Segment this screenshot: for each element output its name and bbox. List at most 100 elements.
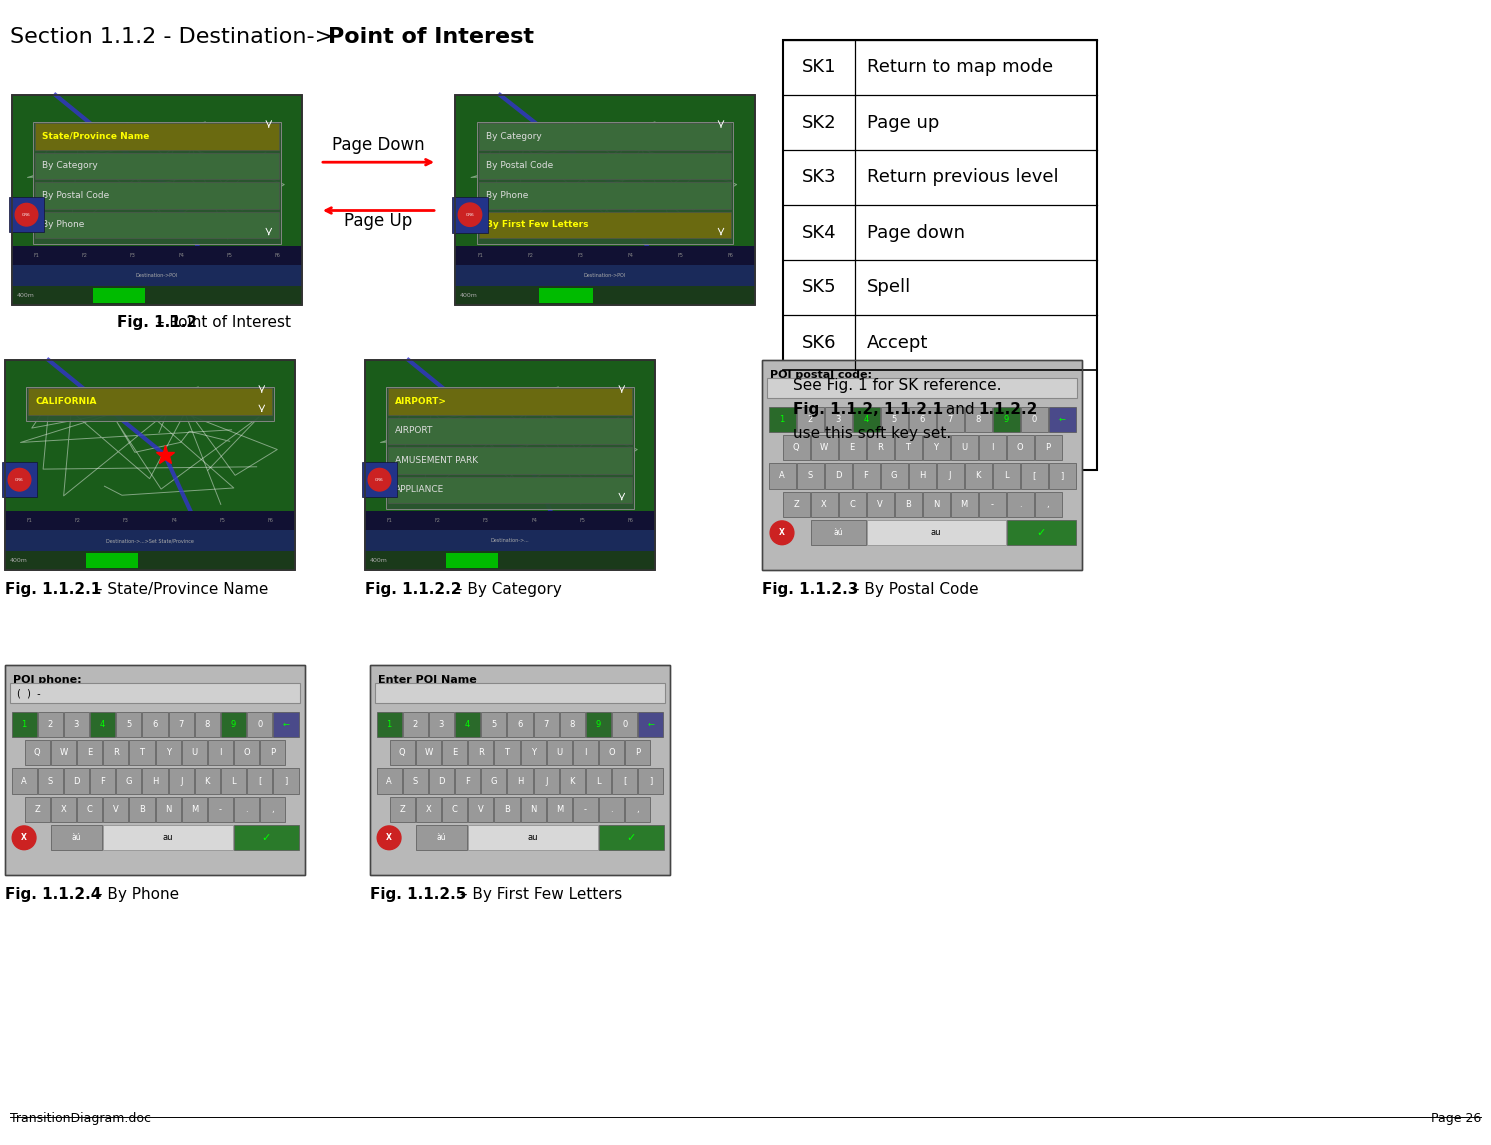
Bar [923,491,950,518]
Bar [866,520,1005,545]
Circle shape [7,468,31,491]
Bar [441,740,467,765]
Text: J: J [948,472,951,481]
Text: 9: 9 [1003,414,1008,424]
Text: D: D [73,776,79,785]
Bar [599,797,625,822]
Bar [248,711,273,737]
Bar [950,435,978,460]
Text: 3: 3 [73,720,79,728]
Bar [923,435,950,460]
Bar [143,768,167,793]
Text: APPLIANCE: APPLIANCE [395,485,444,495]
Text: P: P [635,748,640,757]
Bar [78,740,103,765]
Text: F2: F2 [526,253,532,258]
Text: H: H [517,776,523,785]
Bar [520,797,546,822]
Text: R: R [877,443,883,452]
Circle shape [12,826,36,850]
Bar [416,740,441,765]
Text: Page down: Page down [866,223,965,242]
Text: Page Up: Page Up [344,213,413,230]
Bar [599,740,625,765]
Bar [783,435,810,460]
Text: 8: 8 [975,414,981,424]
Text: GR6: GR6 [465,213,474,216]
Bar [507,711,532,737]
Bar [78,797,103,822]
Text: 1: 1 [21,720,27,728]
Bar [51,797,76,822]
Bar [613,711,637,737]
Text: X: X [21,834,27,843]
Bar [625,740,650,765]
Bar [965,406,992,432]
Text: F: F [100,776,104,785]
Text: By Postal Code: By Postal Code [42,191,109,199]
Bar [796,406,823,432]
Bar [416,797,441,822]
Bar [370,665,669,875]
Bar [507,768,532,793]
Bar [36,152,279,179]
Text: TransitionDiagram.doc: TransitionDiagram.doc [10,1112,151,1126]
Bar [766,378,1077,398]
Bar [993,464,1020,489]
Bar [1006,435,1033,460]
Text: H: H [152,776,158,785]
Bar [130,740,155,765]
Text: D: D [835,472,841,481]
Text: SK2: SK2 [802,113,836,132]
Bar [441,797,467,822]
Bar [24,797,49,822]
Text: Section 1.1.2 - Destination->: Section 1.1.2 - Destination-> [10,27,334,47]
Text: ←: ← [1059,414,1066,424]
Text: SK4: SK4 [802,223,836,242]
Text: E: E [850,443,854,452]
Text: Point of Interest: Point of Interest [328,27,534,47]
Text: W: W [60,748,67,757]
Text: ✓: ✓ [261,832,271,843]
Text: – By Category: – By Category [450,582,562,597]
Bar [908,406,935,432]
Text: 400m: 400m [16,293,34,298]
Bar [455,266,754,286]
Bar [234,826,298,851]
Bar [468,797,494,822]
Text: B: B [504,805,510,814]
Text: 7: 7 [544,720,549,728]
Text: -: - [584,805,587,814]
Bar [389,740,414,765]
Bar [89,768,115,793]
Bar [4,511,295,530]
Text: N: N [529,805,537,814]
Text: ✓: ✓ [626,832,637,843]
Bar [1048,406,1075,432]
Text: 3: 3 [835,414,841,424]
Text: Destination->...: Destination->... [491,538,529,543]
Text: 5: 5 [892,414,896,424]
Bar [64,711,89,737]
Bar [762,360,1082,570]
Text: Z: Z [793,500,799,508]
Bar [468,740,494,765]
Bar [768,464,796,489]
Text: POI postal code:: POI postal code: [769,370,872,380]
Text: State/Province Name: State/Province Name [42,132,149,141]
Bar [403,711,428,737]
Bar [599,826,663,851]
Text: U: U [960,443,968,452]
Bar [365,360,655,570]
Bar [365,551,655,570]
Bar [388,418,632,444]
Bar [221,711,246,737]
Text: V: V [477,805,483,814]
Text: X: X [386,834,392,843]
Bar [386,387,634,508]
Text: Y: Y [933,443,938,452]
Text: By Phone: By Phone [42,220,85,229]
Text: O: O [1017,443,1023,452]
Text: R: R [113,748,119,757]
Bar [881,406,908,432]
